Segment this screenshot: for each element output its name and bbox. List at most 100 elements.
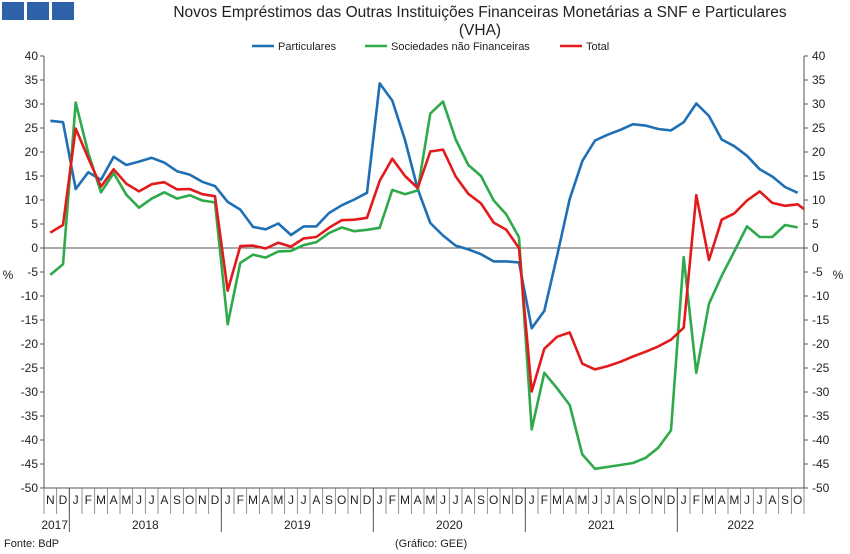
x-month-label: D	[211, 493, 220, 507]
x-month-label: M	[248, 493, 258, 507]
x-month-label: A	[262, 493, 270, 507]
x-month-label: J	[225, 493, 231, 507]
x-month-label: N	[502, 493, 511, 507]
y-tick-label-left: 30	[25, 97, 39, 111]
x-month-label: J	[440, 493, 446, 507]
x-month-label: A	[616, 493, 624, 507]
x-year-label: 2021	[588, 518, 615, 532]
x-month-label: O	[185, 493, 194, 507]
chart-title-block: Novos Empréstimos das Outras Instituiçõe…	[100, 4, 850, 40]
y-tick-label-left: -20	[21, 337, 39, 351]
x-month-label: S	[629, 493, 637, 507]
x-month-label: A	[312, 493, 320, 507]
x-month-label: M	[552, 493, 562, 507]
x-month-label: F	[389, 493, 396, 507]
x-month-label: S	[781, 493, 789, 507]
y-tick-label-right: -10	[812, 289, 830, 303]
x-month-label: J	[605, 493, 611, 507]
y-tick-label-left: -30	[21, 385, 39, 399]
graphic-credit: (Gráfico: GEE)	[395, 538, 468, 550]
y-tick-label-right: 25	[812, 121, 826, 135]
x-month-label: D	[667, 493, 676, 507]
x-year-label: 2018	[132, 518, 159, 532]
y-tick-label-left: -5	[27, 265, 38, 279]
y-tick-label-left: -50	[21, 481, 39, 495]
x-month-label: F	[541, 493, 548, 507]
y-tick-label-left: -40	[21, 433, 39, 447]
x-month-label: S	[173, 493, 181, 507]
x-month-label: A	[718, 493, 726, 507]
x-month-label: J	[377, 493, 383, 507]
y-tick-label-left: 35	[25, 73, 39, 87]
x-month-label: J	[681, 493, 687, 507]
y-tick-label-right: -25	[812, 361, 830, 375]
x-month-label: M	[96, 493, 106, 507]
legend-label: Particulares	[278, 41, 337, 53]
x-month-label: J	[592, 493, 598, 507]
x-year-label: 2020	[436, 518, 463, 532]
x-month-label: O	[793, 493, 802, 507]
institution-logo-icon	[2, 2, 74, 20]
x-month-label: J	[744, 493, 750, 507]
y-tick-label-right: -5	[812, 265, 823, 279]
x-month-label: J	[301, 493, 307, 507]
y-tick-label-right: 0	[812, 241, 819, 255]
x-month-label: N	[350, 493, 359, 507]
x-month-label: O	[489, 493, 498, 507]
x-month-label: A	[464, 493, 472, 507]
y-tick-label-right: 30	[812, 97, 826, 111]
x-month-label: D	[515, 493, 524, 507]
y-tick-label-left: 5	[31, 217, 38, 231]
x-month-label: F	[237, 493, 244, 507]
x-year-label: 2017	[41, 518, 68, 532]
y-tick-label-left: -15	[21, 313, 39, 327]
y-tick-label-right: -50	[812, 481, 830, 495]
logo-square	[2, 2, 24, 20]
logo-square	[27, 2, 49, 20]
x-month-label: J	[529, 493, 535, 507]
chart-title: Novos Empréstimos das Outras Instituiçõe…	[173, 4, 787, 21]
x-year-label: 2022	[727, 518, 754, 532]
legend-label: Total	[586, 41, 609, 53]
x-month-label: M	[273, 493, 283, 507]
x-month-label: J	[73, 493, 79, 507]
y-tick-label-left: -35	[21, 409, 39, 423]
y-tick-label-left: -45	[21, 457, 39, 471]
x-month-label: S	[477, 493, 485, 507]
x-month-label: M	[729, 493, 739, 507]
x-month-label: F	[693, 493, 700, 507]
logo-square	[52, 2, 74, 20]
y-tick-label-right: -35	[812, 409, 830, 423]
x-month-label: A	[768, 493, 776, 507]
y-tick-label-left: -25	[21, 361, 39, 375]
y-tick-label-left: 15	[25, 169, 39, 183]
series-line-total	[49, 127, 805, 393]
x-month-label: M	[577, 493, 587, 507]
y-tick-label-right: 20	[812, 145, 826, 159]
x-month-label: O	[641, 493, 650, 507]
x-year-label: 2019	[284, 518, 311, 532]
x-month-label: O	[337, 493, 346, 507]
y-tick-label-right: -45	[812, 457, 830, 471]
x-month-label: J	[288, 493, 294, 507]
x-month-label: A	[110, 493, 118, 507]
x-month-label: A	[566, 493, 574, 507]
y-axis-unit-right: %	[833, 268, 844, 282]
y-tick-label-left: 40	[25, 49, 39, 63]
x-month-label: D	[363, 493, 372, 507]
y-tick-label-right: -30	[812, 385, 830, 399]
y-tick-label-right: 35	[812, 73, 826, 87]
x-month-label: N	[654, 493, 663, 507]
x-month-label: D	[59, 493, 68, 507]
y-tick-label-right: -15	[812, 313, 830, 327]
legend-label: Sociedades não Financeiras	[391, 41, 530, 53]
chart-subtitle: (VHA)	[458, 22, 502, 39]
x-month-label: S	[325, 493, 333, 507]
x-month-label: M	[400, 493, 410, 507]
y-tick-label-left: -10	[21, 289, 39, 303]
series-line-particulares	[50, 82, 799, 330]
x-month-label: J	[136, 493, 142, 507]
y-tick-label-right: 15	[812, 169, 826, 183]
